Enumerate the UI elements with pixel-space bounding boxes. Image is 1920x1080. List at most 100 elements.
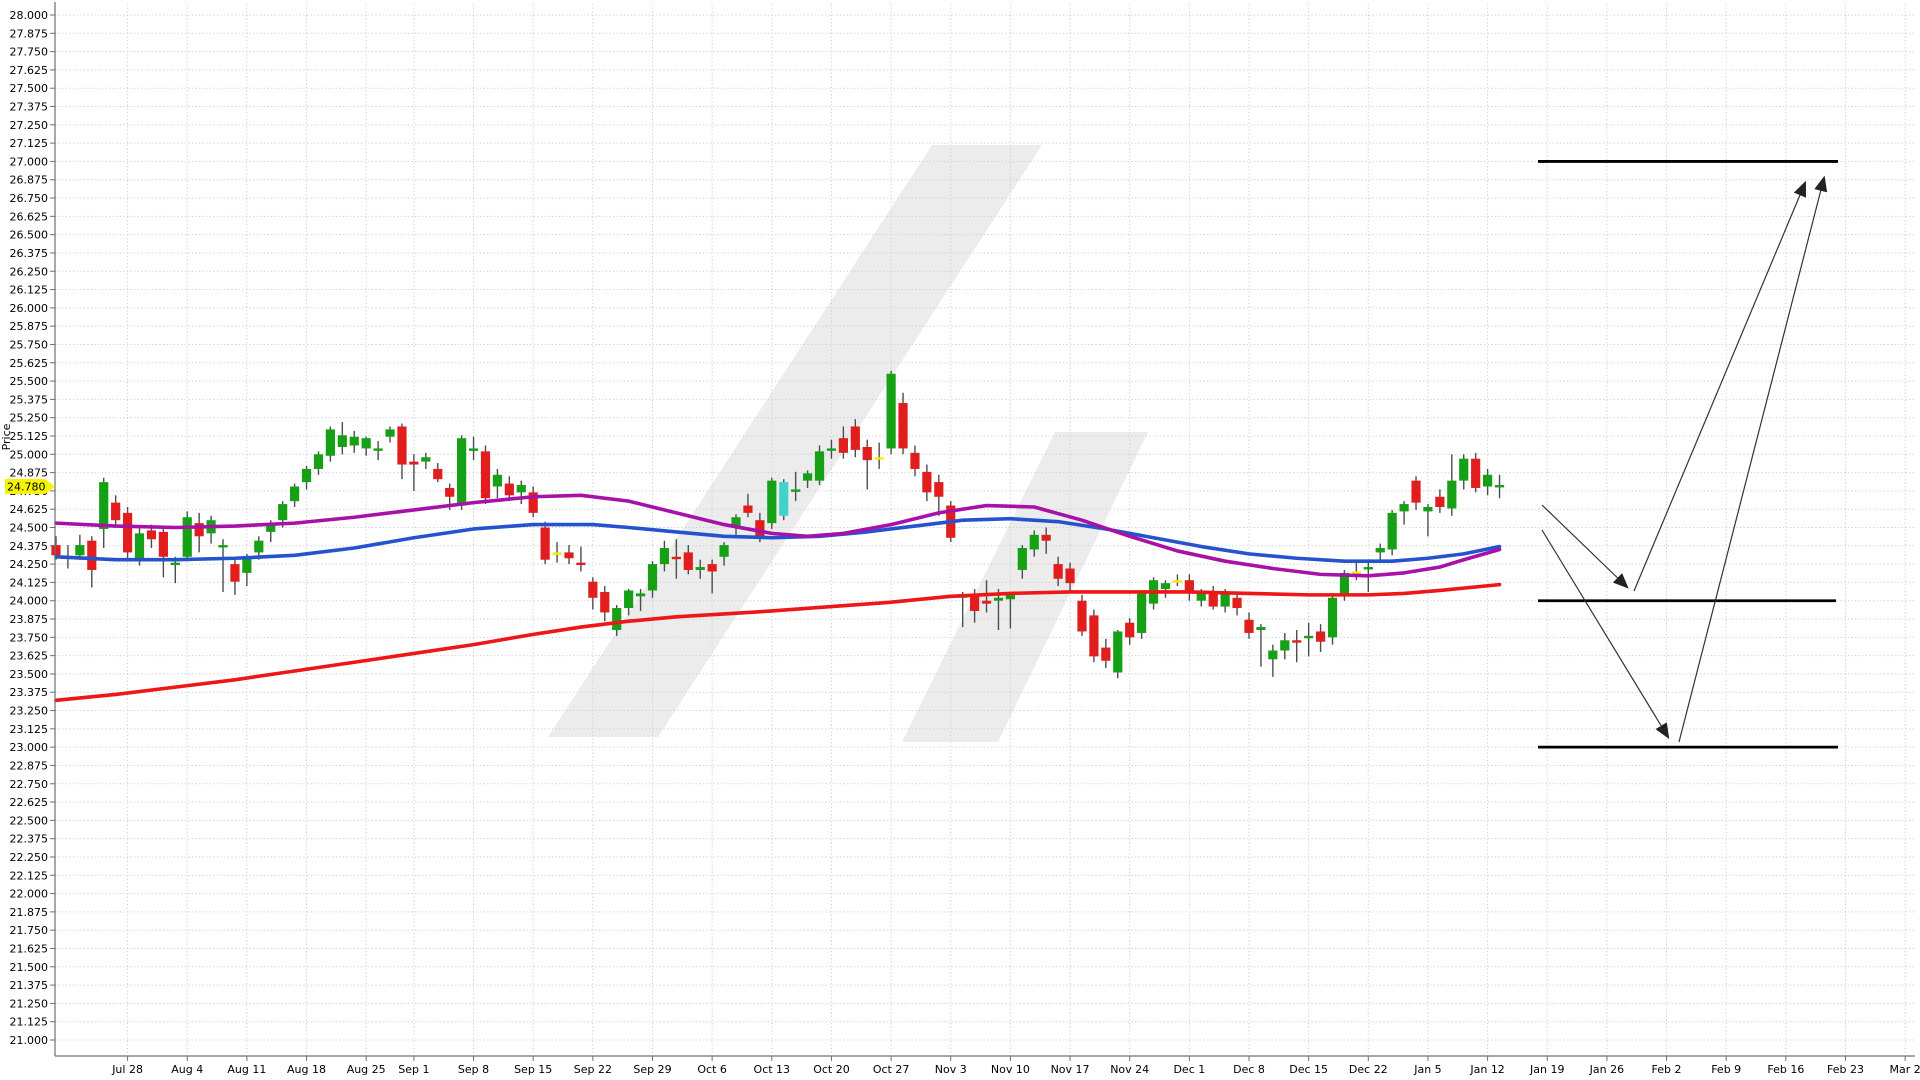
candle xyxy=(707,564,717,572)
candle xyxy=(254,540,264,553)
y-tick-label: 24.375 xyxy=(10,540,49,553)
x-tick-label: Oct 13 xyxy=(754,1063,791,1076)
x-tick-label: Jan 19 xyxy=(1529,1063,1564,1076)
candle xyxy=(1423,507,1433,512)
candle xyxy=(1196,591,1206,601)
candle xyxy=(1041,534,1051,541)
candle xyxy=(671,556,681,560)
candle xyxy=(361,438,371,449)
candle xyxy=(99,482,109,529)
candle xyxy=(814,451,825,481)
y-tick-label: 26.250 xyxy=(10,265,49,278)
y-tick-label: 26.875 xyxy=(10,174,49,187)
candle xyxy=(564,552,574,559)
candle xyxy=(731,517,741,528)
x-tick-label: Sep 29 xyxy=(633,1063,671,1076)
candle xyxy=(158,531,168,557)
candle xyxy=(898,403,908,449)
candle xyxy=(552,552,562,555)
candle xyxy=(134,533,145,560)
candle xyxy=(146,530,157,540)
candle xyxy=(934,482,944,497)
y-tick-label: 25.625 xyxy=(10,357,49,370)
candle xyxy=(755,520,765,537)
x-tick-label: Feb 2 xyxy=(1652,1063,1682,1076)
ma-purple-mid xyxy=(54,493,1502,578)
y-tick-label: 27.500 xyxy=(10,82,49,95)
last-price-highlight xyxy=(5,479,55,495)
candle xyxy=(1137,593,1147,633)
candle xyxy=(111,502,121,521)
candle xyxy=(1101,647,1111,661)
x-tick-label: Sep 15 xyxy=(514,1063,552,1076)
candle xyxy=(683,552,693,570)
y-tick-label: 26.375 xyxy=(10,247,49,260)
y-tick-label: 24.000 xyxy=(10,595,49,608)
candle xyxy=(1232,597,1242,609)
y-tick-label: 25.000 xyxy=(10,448,49,461)
candle xyxy=(1113,631,1123,673)
grid xyxy=(55,4,1915,1056)
y-tick-label: 27.375 xyxy=(10,101,49,114)
candle xyxy=(767,480,777,524)
y-tick-label: 25.750 xyxy=(10,338,49,351)
x-tick-label: Jan 12 xyxy=(1469,1063,1504,1076)
candle xyxy=(87,540,97,570)
y-tick-label: 21.125 xyxy=(10,1016,49,1029)
candle xyxy=(922,471,932,493)
x-tick-label: Nov 10 xyxy=(991,1063,1030,1076)
candle xyxy=(1280,640,1290,651)
y-tick-label: 21.750 xyxy=(10,924,49,937)
y-tick-label: 22.750 xyxy=(10,778,49,791)
candle xyxy=(1435,496,1445,508)
candle xyxy=(993,597,1004,601)
y-tick-label: 22.125 xyxy=(10,869,49,882)
candle xyxy=(1268,650,1278,660)
candle xyxy=(182,517,192,557)
candle xyxy=(528,492,538,513)
candle xyxy=(647,564,658,591)
x-tick-label: Oct 27 xyxy=(873,1063,910,1076)
candle xyxy=(1017,548,1027,570)
candle xyxy=(719,545,729,557)
trendline-annotations xyxy=(1538,160,1838,749)
x-tick-label: Sep 1 xyxy=(398,1063,429,1076)
candle xyxy=(409,461,419,465)
y-tick-label: 24.500 xyxy=(10,522,49,535)
arrow-drop-to-24[interactable] xyxy=(1541,504,1629,589)
y-tick-label: 21.500 xyxy=(10,961,49,974)
candle xyxy=(122,512,133,553)
y-tick-label: 23.000 xyxy=(10,741,49,754)
ma-red-slow xyxy=(54,582,1502,703)
candle xyxy=(588,581,598,598)
candle xyxy=(1399,504,1409,512)
candle xyxy=(230,564,240,582)
candle xyxy=(1375,548,1385,553)
candle xyxy=(325,429,335,456)
candle xyxy=(194,523,204,537)
candle xyxy=(266,523,276,532)
y-tick-label: 22.875 xyxy=(10,759,49,772)
candle xyxy=(1077,600,1087,632)
arrow-drop-to-23[interactable] xyxy=(1541,529,1670,740)
candles xyxy=(51,370,1505,679)
y-tick-label: 25.500 xyxy=(10,375,49,388)
y-tick-label: 27.875 xyxy=(10,27,49,40)
candle xyxy=(1411,480,1421,503)
candle xyxy=(1351,571,1361,574)
candle xyxy=(313,454,324,469)
x-tick-label: Feb 9 xyxy=(1711,1063,1741,1076)
candle xyxy=(612,608,622,631)
candle xyxy=(278,504,288,521)
candle xyxy=(540,527,550,560)
x-tick-label: Dec 15 xyxy=(1289,1063,1328,1076)
arrow-bounce-24-to-27[interactable] xyxy=(1633,180,1806,592)
candle xyxy=(1053,564,1063,579)
y-tick-label: 23.375 xyxy=(10,686,49,699)
y-tick-label: 25.375 xyxy=(10,393,49,406)
candle xyxy=(218,545,228,548)
candle xyxy=(242,556,252,573)
candle xyxy=(1244,619,1254,633)
arrow-bounce-23-to-27[interactable] xyxy=(1678,175,1828,743)
